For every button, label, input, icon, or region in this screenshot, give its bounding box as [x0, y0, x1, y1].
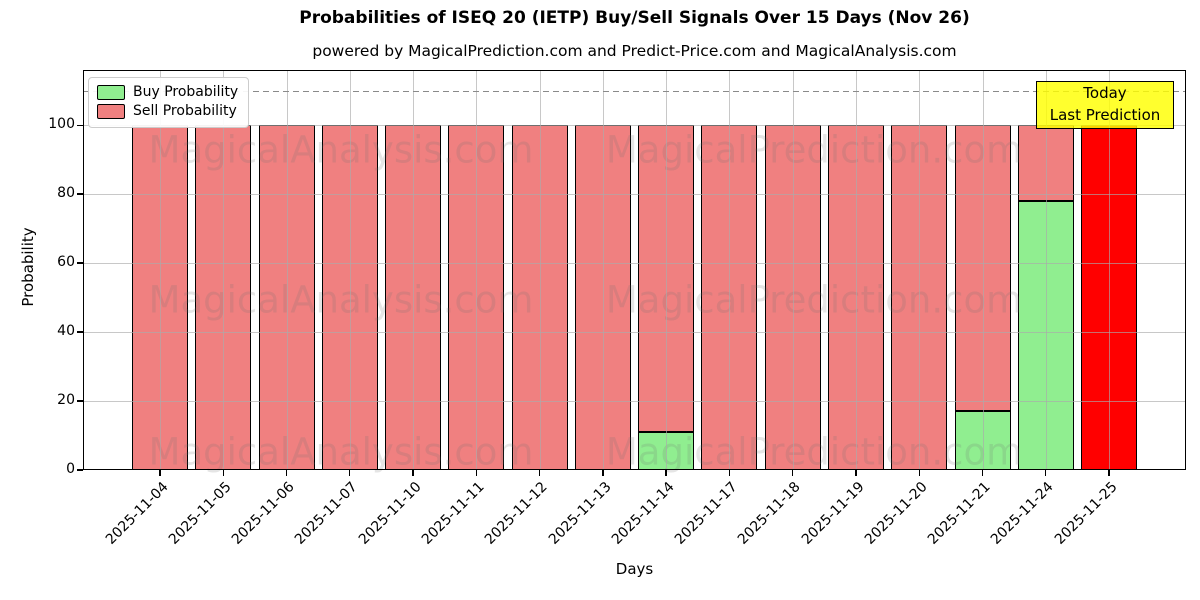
y-tick-label: 20	[57, 392, 75, 408]
y-tick-label: 40	[57, 323, 75, 340]
bar-sell-2025-11-07	[321, 125, 378, 470]
bar-buy-2025-11-24	[1017, 201, 1074, 470]
bar-sell-2025-11-14	[638, 125, 695, 433]
x-tick-label: 2025-11-11	[418, 479, 488, 548]
x-tick-mark	[602, 470, 604, 476]
x-tick-label: 2025-11-12	[482, 479, 551, 548]
x-tick-mark	[665, 470, 667, 476]
today-annotation-line2: Last Prediction	[1049, 106, 1161, 124]
bar-sell-2025-11-24	[1017, 125, 1074, 202]
y-tick-mark	[77, 193, 83, 195]
x-tick-label: 2025-11-17	[671, 479, 741, 548]
y-tick-label: 60	[57, 254, 75, 271]
bar-sell-2025-11-17	[701, 125, 758, 470]
today-annotation: Today Last Prediction	[1036, 81, 1174, 129]
x-tick-mark	[918, 470, 920, 476]
bar-buy-2025-11-21	[954, 411, 1011, 470]
x-tick-mark	[1108, 470, 1110, 476]
bar-buy-2025-11-14	[638, 432, 695, 470]
bar-sell-2025-11-18	[764, 125, 821, 470]
x-tick-mark	[981, 470, 984, 476]
today-annotation-line1: Today	[1083, 84, 1127, 103]
x-tick-mark	[728, 470, 731, 476]
legend-swatch-sell-icon	[97, 104, 125, 119]
x-tick-label: 2025-11-04	[102, 479, 172, 548]
bar-sell-2025-11-04	[132, 125, 188, 470]
x-tick-mark	[538, 470, 541, 476]
x-tick-mark	[159, 470, 161, 476]
legend-label-buy: Buy Probability	[133, 84, 239, 100]
bar-sell-2025-11-25	[1081, 125, 1137, 470]
y-tick-label: 100	[48, 116, 75, 133]
x-tick-label: 2025-11-07	[292, 479, 362, 548]
chart-subtitle: powered by MagicalPrediction.com and Pre…	[312, 42, 957, 60]
chart-title: Probabilities of ISEQ 20 (IETP) Buy/Sell…	[299, 8, 970, 28]
legend: Buy Probability Sell Probability	[88, 77, 250, 128]
x-tick-label: 2025-11-05	[165, 479, 235, 548]
x-tick-label: 2025-11-10	[355, 479, 425, 548]
bar-sell-2025-11-11	[448, 125, 505, 470]
x-tick-label: 2025-11-19	[798, 479, 868, 548]
x-tick-mark	[222, 470, 224, 476]
x-axis-label: Days	[615, 560, 654, 578]
x-tick-label: 2025-11-20	[861, 479, 931, 548]
y-tick-mark	[77, 124, 83, 126]
x-tick-label: 2025-11-25	[1051, 479, 1121, 548]
bar-sell-2025-11-10	[385, 125, 442, 470]
y-tick-mark	[77, 331, 83, 333]
x-tick-label: 2025-11-14	[608, 479, 678, 548]
x-tick-mark	[412, 470, 414, 476]
bar-sell-2025-11-21	[954, 125, 1011, 412]
bar-sell-2025-11-05	[195, 125, 252, 470]
x-tick-mark	[855, 470, 857, 476]
legend-label-sell: Sell Probability	[133, 103, 237, 119]
x-tick-mark	[285, 470, 288, 476]
bar-sell-2025-11-13	[574, 125, 631, 470]
y-tick-mark	[77, 400, 83, 402]
legend-item-sell: Sell Probability	[97, 102, 238, 121]
bar-sell-2025-11-12	[511, 125, 568, 470]
bar-sell-2025-11-20	[891, 125, 948, 470]
x-tick-mark	[475, 470, 477, 476]
y-tick-label: 80	[57, 185, 75, 202]
x-tick-label: 2025-11-13	[545, 479, 615, 548]
x-tick-mark	[349, 470, 351, 476]
x-tick-label: 2025-11-24	[988, 479, 1058, 548]
bar-sell-2025-11-19	[827, 125, 884, 470]
x-tick-label: 2025-11-06	[228, 479, 298, 548]
x-tick-mark	[792, 470, 794, 476]
x-tick-mark	[1045, 470, 1047, 476]
y-tick-mark	[77, 262, 83, 264]
x-tick-label: 2025-11-18	[735, 479, 805, 548]
y-tick-mark	[77, 469, 83, 471]
x-tick-label: 2025-11-21	[924, 479, 994, 548]
bar-sell-2025-11-06	[258, 125, 315, 470]
y-tick-label: 0	[66, 461, 75, 477]
legend-item-buy: Buy Probability	[97, 83, 238, 102]
legend-swatch-buy-icon	[97, 85, 125, 100]
